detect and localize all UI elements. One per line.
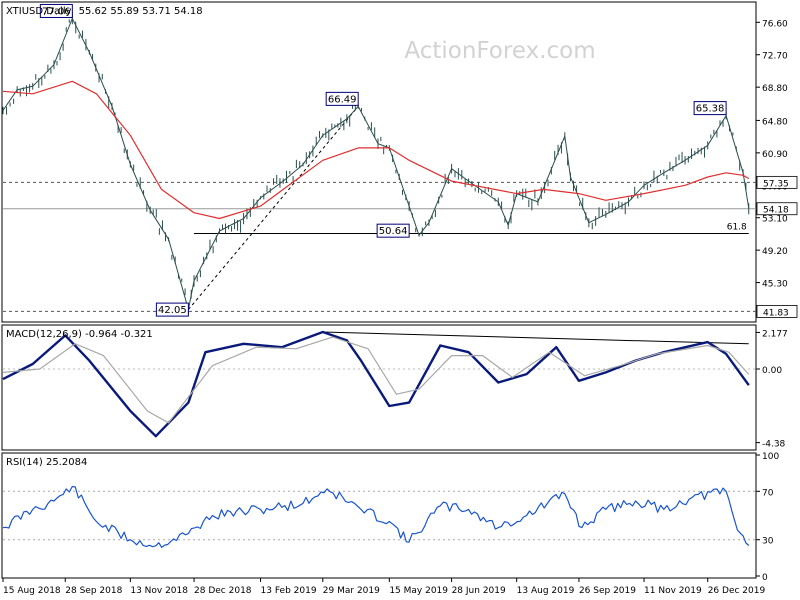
annotation-box <box>376 223 410 238</box>
trendline <box>187 106 359 310</box>
ohlc-values: 55.62 55.89 53.71 54.18 <box>79 6 203 17</box>
x-tick-label: 26 Sep 2019 <box>579 586 636 596</box>
price-bars <box>2 12 750 315</box>
y-tick-label: 100 <box>762 452 779 462</box>
macd-trendline <box>322 331 749 345</box>
annotation-box <box>39 3 73 18</box>
x-tick-label: 15 May 2019 <box>389 586 448 596</box>
macd-panel-frame <box>1 324 757 451</box>
price-label: 41.83 <box>763 308 789 318</box>
x-tick-label: 26 Dec 2019 <box>708 586 766 596</box>
price-panel: 61.8 77.06 66.49 42.05 50.64 65.38 76.60 72.7… <box>1 1 798 323</box>
y-tick-label: 60.90 <box>762 150 788 160</box>
annotation-label: 50.64 <box>379 226 408 237</box>
signal-series-line <box>2 336 750 424</box>
annotation-label: 66.49 <box>328 94 357 105</box>
macd-title: MACD(12,26,9) -0.964 -0.321 <box>6 329 153 340</box>
annotation-label: 65.38 <box>696 104 725 115</box>
price-label-box <box>756 305 798 318</box>
x-tick-label: 28 Jun 2019 <box>452 586 506 596</box>
annotation-box <box>325 91 359 106</box>
macd-panel: 2.177 0.00 -4.38 MACD(12,26,9) -0.964 -0.3… <box>1 324 788 451</box>
y-tick-label: 45.30 <box>762 280 788 290</box>
y-tick-label: 70 <box>762 488 774 498</box>
y-tick-label: 53.10 <box>762 215 788 225</box>
y-tick-label: 68.80 <box>762 84 788 94</box>
y-tick-label: 72.70 <box>762 52 788 62</box>
price-series-line <box>2 18 750 311</box>
annotation-box <box>693 101 727 116</box>
x-tick-label: 13 Aug 2019 <box>517 586 575 596</box>
annotation-box <box>155 302 189 317</box>
y-tick-label: 0 <box>762 573 768 583</box>
y-tick-label: 2.177 <box>762 329 788 339</box>
x-tick-label: 15 Aug 2018 <box>3 586 61 596</box>
x-tick-label: 28 Sep 2018 <box>65 586 122 596</box>
annotation-label: 42.05 <box>158 305 187 316</box>
x-tick-label: 13 Nov 2018 <box>130 586 188 596</box>
ma-series-line <box>2 80 750 220</box>
support-line-label: 61.8 <box>727 223 747 233</box>
rsi-series-line <box>2 485 750 549</box>
price-label-box <box>756 202 798 216</box>
x-axis: 15 Aug 2018 28 Sep 2018 13 Nov 2018 28 Dec … <box>2 577 766 596</box>
price-panel-frame <box>1 1 757 323</box>
y-tick-label: 64.80 <box>762 117 788 127</box>
chart-header: XTIUSD,Daily 55.62 55.89 53.71 54.18 <box>6 6 203 17</box>
watermark: ActionForex.com <box>404 38 595 64</box>
y-tick-label: 0.00 <box>762 366 782 376</box>
price-label: 54.18 <box>763 206 789 216</box>
price-label-box <box>756 175 798 189</box>
y-tick-label: 49.20 <box>762 247 788 257</box>
x-tick-label: 13 Feb 2019 <box>261 586 317 596</box>
y-tick-label: -4.38 <box>762 440 786 450</box>
rsi-title: RSI(14) 25.2084 <box>6 457 87 468</box>
symbol-title: XTIUSD,Daily <box>6 6 72 17</box>
y-tick-label: 30 <box>762 537 774 547</box>
x-tick-label: 29 Mar 2019 <box>323 586 380 596</box>
price-label: 57.35 <box>763 179 789 189</box>
y-tick-label: 76.60 <box>762 19 788 29</box>
x-tick-label: 11 Nov 2019 <box>644 586 702 596</box>
x-tick-label: 28 Dec 2018 <box>194 586 252 596</box>
annotation-label: 77.06 <box>42 6 71 17</box>
